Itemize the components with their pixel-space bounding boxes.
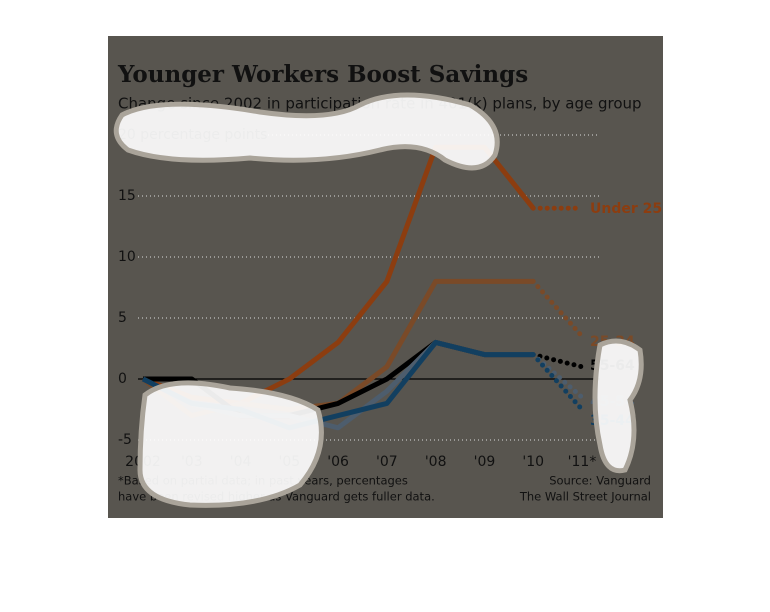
- line-partial: [530, 352, 585, 400]
- y-tick-label: 5: [118, 310, 127, 326]
- source: Source: Vanguard: [549, 474, 651, 488]
- series-label: Under 25: [590, 201, 662, 217]
- source: The Wall Street Journal: [519, 490, 651, 504]
- line-partial: [530, 278, 585, 339]
- highlight-blob: [137, 380, 324, 508]
- highlight-blob: [113, 92, 500, 171]
- x-tick-label: '10: [522, 454, 544, 470]
- line-partial: [530, 352, 585, 370]
- y-tick-label: -5: [118, 432, 132, 448]
- x-tick-label: '07: [376, 454, 398, 470]
- line-partial: [530, 352, 585, 412]
- x-tick-label: '09: [474, 454, 496, 470]
- x-tick-label: '11*: [568, 454, 597, 470]
- highlight-blob: [592, 338, 644, 474]
- x-tick-label: '06: [327, 454, 349, 470]
- y-tick-label: 10: [118, 249, 136, 265]
- chart-title: Younger Workers Boost Savings: [117, 61, 528, 88]
- y-tick-label: 15: [118, 188, 136, 204]
- x-tick-label: '08: [425, 454, 447, 470]
- y-tick-label: 0: [118, 371, 127, 387]
